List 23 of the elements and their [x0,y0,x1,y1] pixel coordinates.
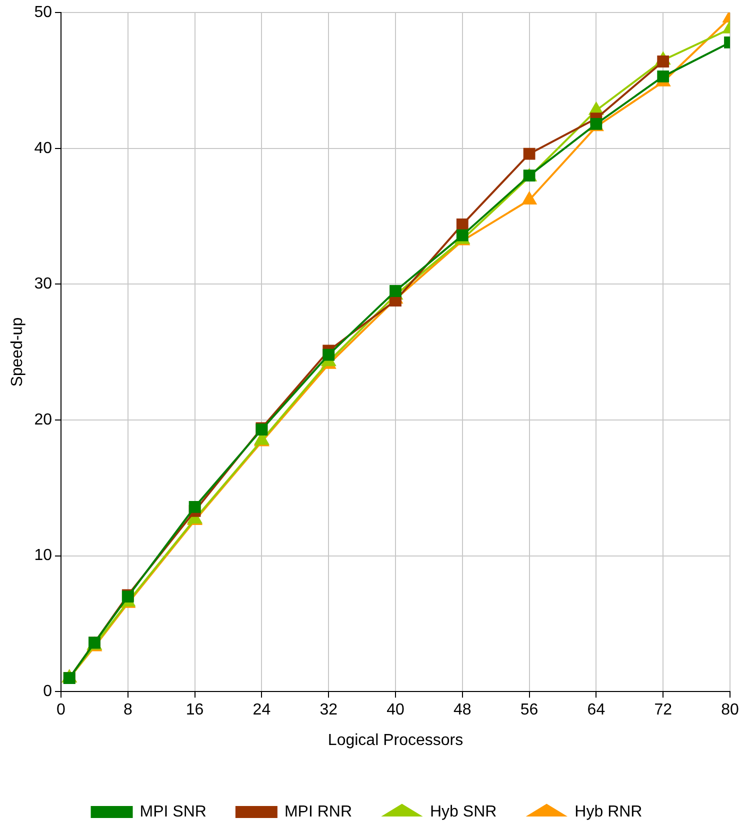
x-tick-label: 8 [123,702,132,719]
x-axis-title: Logical Processors [328,732,464,749]
y-tick-label: 0 [43,683,52,700]
legend-label: Hyb SNR [430,803,497,820]
x-tick-label: 48 [454,702,472,719]
x-tick-label: 32 [320,702,338,719]
y-axis-title: Speed-up [9,317,26,387]
legend-label: MPI SNR [140,803,206,820]
x-tick-label: 72 [654,702,672,719]
legend-label: Hyb RNR [574,803,642,820]
x-tick-label: 0 [56,702,66,719]
x-tick-label: 40 [386,702,404,719]
x-tick-label: 56 [520,702,538,719]
legend-label: MPI RNR [284,803,352,820]
y-tick-label: 40 [34,140,52,157]
x-tick-label: 64 [587,702,606,719]
y-tick-label: 20 [34,411,52,428]
y-tick-label: 10 [34,547,52,564]
y-tick-label: 50 [34,4,52,22]
x-tick-label: 80 [721,702,739,719]
x-tick-label: 16 [186,702,204,719]
y-tick-label: 30 [34,276,52,293]
x-tick-label: 24 [252,702,271,719]
